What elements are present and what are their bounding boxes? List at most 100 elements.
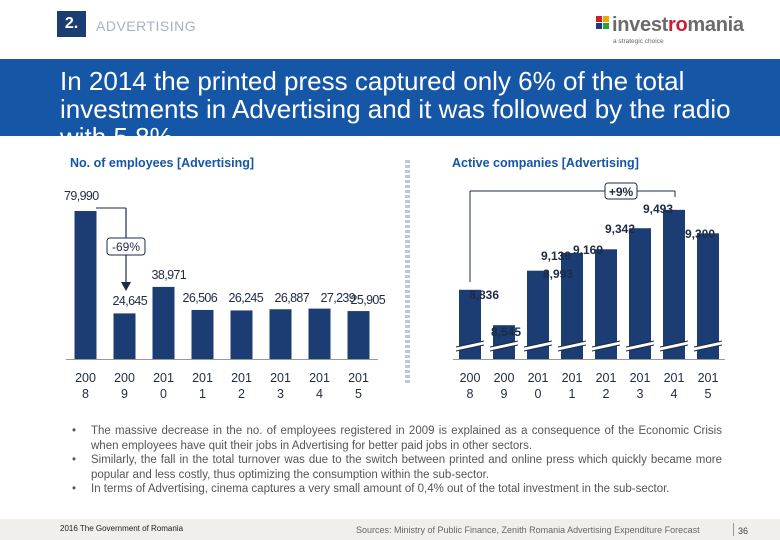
companies-axis-break (489, 341, 519, 351)
companies-tick-label: 5 (705, 387, 712, 401)
companies-tick-label: 201 (664, 371, 685, 385)
companies-bar (629, 228, 651, 359)
employees-tick-label: 201 (192, 371, 213, 385)
employees-bar (230, 310, 253, 359)
employees-tick-label: 8 (82, 387, 89, 401)
employees-tick-label: 3 (277, 387, 284, 401)
companies-axis-break (693, 340, 723, 348)
employees-tick-label: 201 (309, 371, 330, 385)
employees-value-label: 79,990 (64, 189, 99, 203)
companies-bar (493, 325, 515, 359)
companies-tick-label: 1 (569, 387, 576, 401)
employees-tick-label: 200 (75, 371, 96, 385)
companies-bar (527, 270, 549, 359)
companies-change-badge (604, 182, 638, 200)
employees-value-label: 38,971 (152, 268, 187, 282)
employees-value-label: 25,905 (351, 293, 386, 307)
employees-bar (269, 309, 292, 359)
companies-axis-break (523, 341, 553, 351)
left-chart-title: No. of employees [Advertising] (70, 156, 255, 170)
footer-separator (733, 523, 734, 536)
employees-value-label: 26,245 (229, 291, 264, 305)
companies-value-label: 9,169 (573, 243, 603, 257)
employees-tick-label: 1 (199, 387, 206, 401)
list-item: • In terms of Advertising, cinema capture… (72, 483, 670, 495)
companies-tick-label: 200 (494, 371, 515, 385)
companies-axis-break (489, 344, 519, 352)
companies-bar (697, 233, 719, 359)
employees-value-label: 26,506 (183, 291, 218, 305)
companies-axis-break (489, 340, 519, 348)
employees-tick-label: 5 (355, 387, 362, 401)
employees-tick-label: 4 (316, 387, 323, 401)
companies-axis-break (455, 344, 485, 352)
companies-tick-label: 2 (603, 387, 610, 401)
companies-bar (663, 209, 685, 359)
employees-bar (191, 309, 214, 359)
companies-axis-break (591, 340, 621, 348)
companies-value-label: 9,300 (685, 227, 715, 241)
companies-value-label: 8,545 (491, 325, 521, 339)
companies-tick-label: 4 (671, 387, 678, 401)
logo-mark-icon (596, 16, 610, 36)
employees-bar (308, 308, 331, 359)
footer-bar (0, 519, 780, 540)
companies-axis-break (523, 340, 553, 348)
right-chart-title: Active companies [Advertising] (452, 156, 639, 170)
panel-divider (405, 160, 410, 385)
footer-source: Sources: Ministry of Public Finance, Zen… (356, 525, 700, 535)
section-number: 2. (57, 11, 86, 37)
companies-axis-break (625, 340, 655, 348)
employees-tick-label: 0 (160, 387, 167, 401)
companies-axis-break (557, 341, 587, 351)
employees-change-badge (106, 237, 146, 256)
companies-axis-break (693, 344, 723, 352)
employees-value-label: 27,239 (321, 291, 356, 305)
companies-axis-break (591, 344, 621, 352)
employees-tick-label: 201 (270, 371, 291, 385)
employees-value-label: 24,645 (113, 294, 148, 308)
list-item: • The massive decrease in the no. of empl… (72, 425, 722, 452)
companies-value-label: 8,836 (469, 288, 499, 302)
companies-value-label: 9,493 (643, 202, 673, 216)
logo-tagline: a strategic choice (613, 38, 664, 45)
companies-tick-label: 201 (562, 371, 583, 385)
employees-tick-label: 201 (231, 371, 252, 385)
page-number: 36 (738, 526, 749, 536)
companies-axis-break (659, 344, 689, 352)
companies-axis-break (557, 344, 587, 352)
logo-wordmark: investromania (612, 14, 744, 36)
companies-value-label: 9,139 (541, 249, 571, 263)
list-item: • Similarly, the fall in the total turnov… (72, 454, 722, 481)
companies-tick-label: 8 (467, 387, 474, 401)
notes-list: • The massive decrease in the no. of empl… (72, 424, 722, 497)
companies-tick-label: 201 (698, 371, 719, 385)
employees-tick-label: 200 (114, 371, 135, 385)
employees-bar (347, 311, 370, 359)
employees-bar (152, 286, 175, 359)
bullet-marker: • (72, 425, 77, 437)
companies-bar (459, 289, 481, 359)
bullet-marker: • (72, 454, 77, 466)
companies-axis-break (693, 341, 723, 351)
companies-value-label: 9,342 (605, 222, 635, 236)
footer-copyright: 2016 The Government of Romania (60, 524, 184, 533)
companies-tick-label: 0 (535, 387, 542, 401)
companies-bar (561, 252, 583, 359)
companies-axis-break (659, 341, 689, 351)
section-title: ADVERTISING (96, 18, 197, 34)
employees-value-label: 26,887 (275, 291, 310, 305)
employees-bar (113, 313, 136, 359)
companies-axis-break (557, 340, 587, 348)
companies-tick-label: 200 (460, 371, 481, 385)
companies-tick-label: 201 (528, 371, 549, 385)
employees-tick-label: 201 (153, 371, 174, 385)
investromania-logo: investromania a strategic choice (596, 14, 746, 50)
page-headline: In 2014 the printed press captured only … (60, 67, 731, 143)
companies-axis-break (625, 341, 655, 351)
companies-axis-break (455, 340, 485, 348)
employees-tick-label: 2 (238, 387, 245, 401)
headline-banner (0, 59, 780, 136)
companies-value-label: 8,993 (543, 267, 573, 281)
